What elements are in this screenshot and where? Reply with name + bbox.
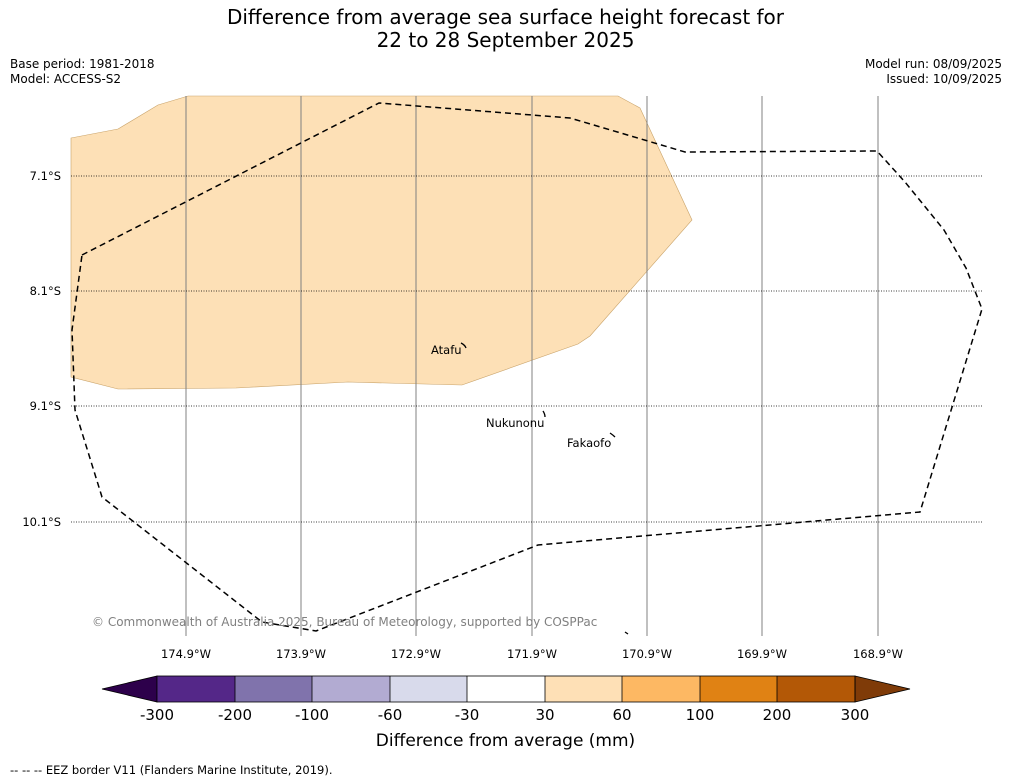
colorbar-title: Difference from average (mm): [375, 731, 636, 751]
colorbar-tick: 30: [535, 706, 554, 724]
colorbar-tick: -100: [295, 706, 329, 724]
fakaofo-atoll: [609, 432, 616, 438]
model-name: Model: ACCESS-S2: [10, 72, 122, 86]
colorbar-segment: [235, 676, 312, 702]
meridians: [185, 96, 879, 636]
colorbar: -300 -200 -100 -60 -30 30 60 100 200 300: [101, 675, 911, 724]
lon-label: 171.9°W: [507, 647, 557, 661]
colorbar-extend-high: [854, 675, 911, 703]
colorbar-segment: [777, 676, 855, 702]
colorbar-tick: -30: [455, 706, 480, 724]
eez-footnote: -- -- -- EEZ border V11 (Flanders Marine…: [10, 763, 333, 777]
colorbar-tick: -300: [140, 706, 174, 724]
colorbar-outline: [156, 675, 856, 703]
base-info: Base period: 1981-2018 Model: ACCESS-S2: [10, 57, 155, 87]
colorbar-tick: 200: [763, 706, 792, 724]
issued-date: Issued: 10/09/2025: [886, 72, 1002, 86]
base-period: Base period: 1981-2018: [10, 57, 155, 71]
colorbar-segment: [157, 676, 235, 702]
chart-title: Difference from average sea surface heig…: [0, 6, 1011, 52]
colorbar-tick: 100: [686, 706, 715, 724]
lon-label: 168.9°W: [853, 647, 903, 661]
colorbar-tick: 60: [612, 706, 631, 724]
colorbar-segment: [545, 676, 622, 702]
colorbar-segment: [312, 676, 390, 702]
lon-label: 170.9°W: [622, 647, 672, 661]
colorbar-segment: [390, 676, 467, 702]
swains-islet: [624, 631, 629, 635]
colorbar-segment: [467, 676, 545, 702]
lat-label: 8.1°S: [30, 284, 61, 298]
colorbar-segment: [700, 676, 777, 702]
title-line-2: 22 to 28 September 2025: [376, 28, 635, 52]
lat-label: 10.1°S: [22, 515, 61, 529]
title-line-1: Difference from average sea surface heig…: [226, 5, 785, 29]
lat-label: 9.1°S: [30, 399, 61, 413]
eez-border: [71, 102, 983, 632]
lon-label: 173.9°W: [276, 647, 326, 661]
anomaly-region: [70, 95, 693, 390]
copyright-notice: © Commonwealth of Australia 2025, Bureau…: [92, 615, 597, 629]
colorbar-tick: -200: [218, 706, 252, 724]
lon-label: 174.9°W: [161, 647, 211, 661]
place-label-fakaofo: Fakaofo: [567, 436, 611, 450]
nukunonu-atoll: [542, 410, 546, 418]
place-label-atafu: Atafu: [431, 343, 462, 357]
parallels: [71, 175, 982, 523]
colorbar-segment: [622, 676, 700, 702]
colorbar-tick: 300: [841, 706, 870, 724]
colorbar-extend-low: [101, 675, 158, 703]
lat-label: 7.1°S: [30, 169, 61, 183]
atafu-atoll: [460, 342, 467, 349]
lon-label: 169.9°W: [737, 647, 787, 661]
model-run: Model run: 08/09/2025: [864, 57, 1002, 71]
colorbar-tick: -60: [378, 706, 403, 724]
place-label-nukunonu: Nukunonu: [486, 416, 544, 430]
run-info: Model run: 08/09/2025 Issued: 10/09/2025: [865, 57, 1002, 87]
lon-label: 172.9°W: [391, 647, 441, 661]
